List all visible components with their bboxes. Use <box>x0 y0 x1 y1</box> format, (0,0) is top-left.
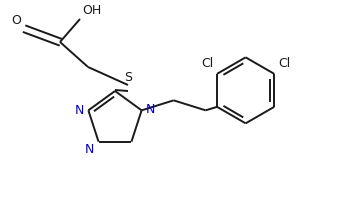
Text: N: N <box>146 103 155 116</box>
Text: Cl: Cl <box>201 57 213 70</box>
Text: Cl: Cl <box>278 57 290 70</box>
Text: O: O <box>11 14 21 27</box>
Text: S: S <box>124 71 132 84</box>
Text: N: N <box>85 143 94 156</box>
Text: N: N <box>75 104 84 117</box>
Text: OH: OH <box>82 4 101 17</box>
